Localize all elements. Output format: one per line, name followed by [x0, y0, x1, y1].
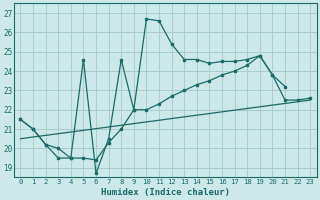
X-axis label: Humidex (Indice chaleur): Humidex (Indice chaleur) — [101, 188, 230, 197]
